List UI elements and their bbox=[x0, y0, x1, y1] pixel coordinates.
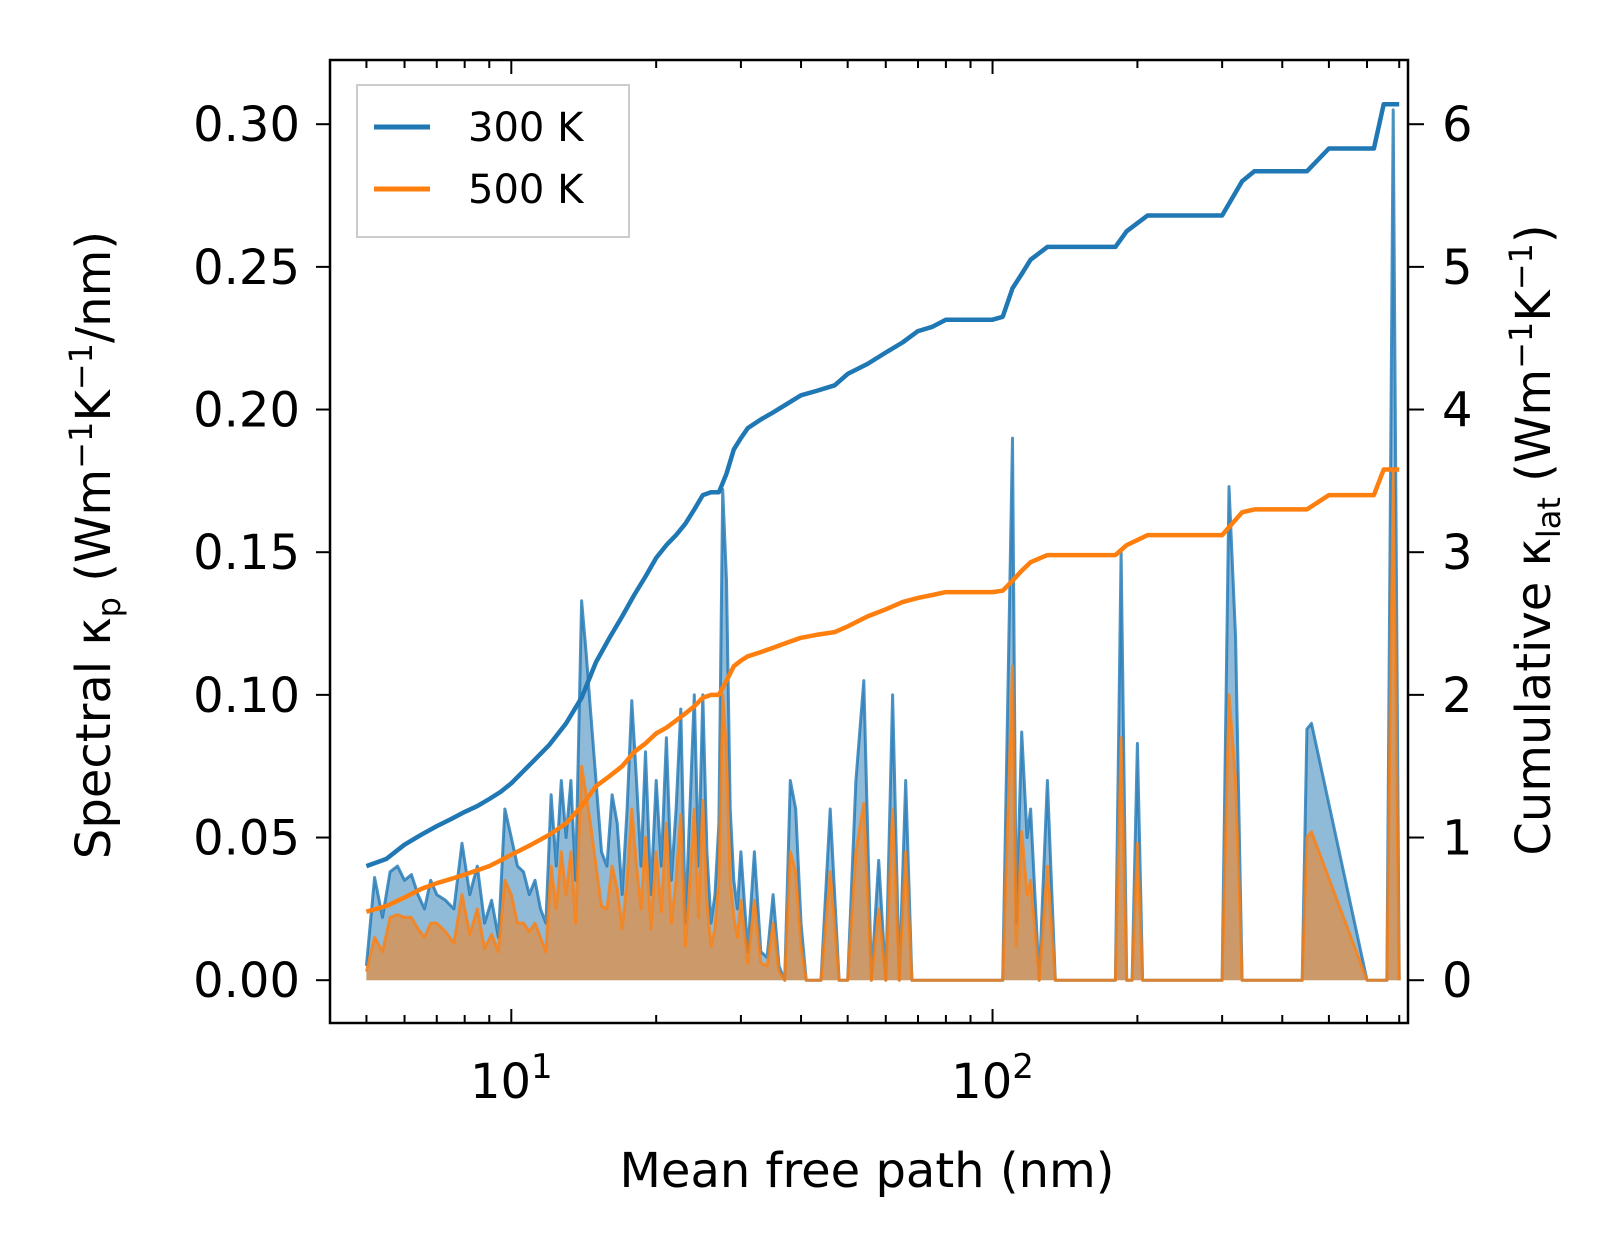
x-axis-title: Mean free path (nm) bbox=[620, 1143, 1115, 1199]
y-right-title-k: K bbox=[1506, 289, 1562, 322]
y-left-title-rest: (Wm bbox=[66, 469, 122, 597]
legend: 300 K 500 K bbox=[356, 84, 630, 238]
y-left-title-sup2: −1 bbox=[62, 343, 100, 390]
axes: 101 1020.000.050.100.150.200.250.30012345… bbox=[193, 58, 1473, 1110]
y-left-tick-label: 0.10 bbox=[193, 668, 300, 724]
y-right-title-rest: (Wm bbox=[1506, 369, 1562, 497]
x-tick-exponent: 1 bbox=[531, 1047, 553, 1087]
y-right-title-prefix: Cumulative κ bbox=[1506, 538, 1562, 856]
y-left-tick-label: 0.20 bbox=[193, 383, 300, 439]
y-right-tick-label: 4 bbox=[1442, 383, 1473, 439]
y-right-title-end: ) bbox=[1506, 224, 1562, 243]
y-axis-left-title: Spectral κp (Wm−1K−1/nm) bbox=[62, 231, 128, 859]
y-left-tick-label: 0.30 bbox=[193, 97, 300, 153]
legend-label-300k: 300 K bbox=[468, 105, 585, 151]
legend-box bbox=[356, 84, 630, 238]
y-left-tick-label: 0.00 bbox=[193, 953, 300, 1009]
x-tick-exponent: 2 bbox=[1012, 1047, 1034, 1087]
y-right-title-sub: lat bbox=[1530, 497, 1568, 538]
y-left-tick-label: 0.15 bbox=[193, 525, 300, 581]
x-tick-base: 10 bbox=[951, 1054, 1012, 1110]
y-right-title-sup2: −1 bbox=[1502, 243, 1540, 290]
y-left-tick-label: 0.05 bbox=[193, 811, 300, 867]
cumulative-line-300k bbox=[365, 101, 1400, 869]
x-tick-label: 101 bbox=[470, 1047, 553, 1110]
x-tick-base: 10 bbox=[470, 1054, 531, 1110]
plot-area bbox=[364, 101, 1401, 982]
y-right-title-sup1: −1 bbox=[1502, 322, 1540, 369]
y-right-tick-label: 1 bbox=[1442, 811, 1473, 867]
cumulative-line-500k bbox=[365, 467, 1400, 914]
y-axis-right-title: Cumulative κlat (Wm−1K−1) bbox=[1502, 224, 1568, 855]
legend-label-500k: 500 K bbox=[468, 167, 585, 213]
y-right-tick-label: 2 bbox=[1442, 668, 1473, 724]
y-left-title-end: /nm) bbox=[66, 231, 122, 343]
y-left-title-k: K bbox=[66, 389, 122, 422]
y-left-title-sup1: −1 bbox=[62, 422, 100, 469]
y-left-title-prefix: Spectral κ bbox=[66, 617, 122, 859]
y-left-title-sub: p bbox=[90, 597, 128, 617]
y-right-tick-label: 6 bbox=[1442, 97, 1473, 153]
y-right-tick-label: 3 bbox=[1442, 525, 1473, 581]
y-left-tick-label: 0.25 bbox=[193, 240, 300, 296]
x-tick-label: 102 bbox=[951, 1047, 1034, 1110]
plot-frame bbox=[328, 58, 1410, 1025]
y-right-tick-label: 0 bbox=[1442, 953, 1473, 1009]
spectral-line-500k bbox=[364, 470, 1401, 982]
y-right-tick-label: 5 bbox=[1442, 240, 1473, 296]
